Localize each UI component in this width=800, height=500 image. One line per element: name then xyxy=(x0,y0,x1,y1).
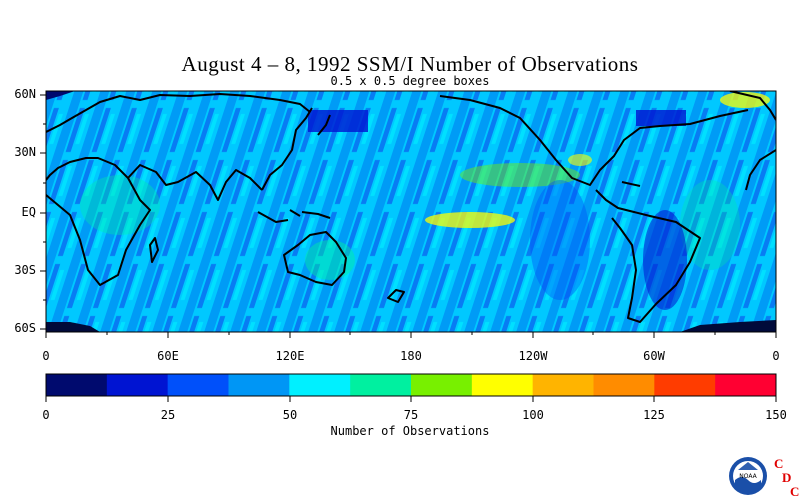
eurasia-north-coast xyxy=(46,93,311,133)
colorbar-tick-label: 25 xyxy=(160,408,176,422)
plot-area xyxy=(46,91,776,332)
coastlines xyxy=(46,91,776,323)
colorbar-segment xyxy=(167,374,229,396)
madagascar-coast xyxy=(149,237,159,263)
colorbar-segment xyxy=(289,374,351,396)
noaa-gull xyxy=(738,462,758,470)
colorbar-tick-label: 0 xyxy=(42,408,50,422)
new-zealand-coast xyxy=(387,289,405,303)
iberia-coast xyxy=(745,149,776,191)
colorbar-segment xyxy=(654,374,716,396)
caribbean-coast xyxy=(621,181,641,187)
low-count-patch xyxy=(308,110,368,132)
svg-text:C: C xyxy=(790,484,799,499)
lat-label-60s: 60S xyxy=(14,321,36,335)
lon-label-0-east: 0 xyxy=(772,349,780,363)
low-count-patch xyxy=(530,180,590,300)
polar-gap xyxy=(46,91,75,100)
indonesia-coast xyxy=(257,209,331,223)
colorbar-segment xyxy=(106,374,169,396)
lat-label-30s: 30S xyxy=(14,263,36,277)
colorbar-segment xyxy=(715,374,777,396)
green-patch xyxy=(305,240,355,280)
colorbar-tick-label: 125 xyxy=(643,408,665,422)
lon-label-120w: 120W xyxy=(518,349,548,363)
green-patch xyxy=(680,180,740,270)
colorbar xyxy=(46,374,777,396)
colorbar-ticks xyxy=(45,396,777,402)
high-count-patch xyxy=(568,154,592,166)
high-count-patch xyxy=(720,92,770,108)
lat-label-eq: EQ xyxy=(21,205,36,219)
lon-label-60w: 60W xyxy=(643,349,665,363)
africa-coast xyxy=(46,157,151,286)
svg-text:C: C xyxy=(774,456,783,471)
japan-coast xyxy=(317,114,331,136)
svg-text:NOAA: NOAA xyxy=(739,473,757,480)
latitude-ticks xyxy=(40,94,46,330)
lon-label-0: 0 xyxy=(42,349,50,363)
colorbar-segment xyxy=(471,374,534,396)
green-patch xyxy=(80,175,160,235)
south-asia-coast xyxy=(127,164,263,201)
colorbar-tick-label: 150 xyxy=(765,408,787,422)
east-asia-coast xyxy=(261,107,313,191)
colorbar-segment xyxy=(593,374,655,396)
lat-label-30n: 30N xyxy=(14,145,36,159)
colorbar-title: Number of Observations xyxy=(330,424,490,438)
south-america-coast xyxy=(595,189,701,323)
noaa-wave xyxy=(735,477,761,492)
svg-text:D: D xyxy=(782,470,791,485)
polar-gap xyxy=(680,320,776,332)
greenland-coast xyxy=(729,91,776,121)
colorbar-segment xyxy=(46,374,108,396)
lon-label-120e: 120E xyxy=(275,349,305,363)
green-patch xyxy=(460,163,580,187)
colorbar-tick-label: 100 xyxy=(522,408,544,422)
colorbar-segment xyxy=(350,374,412,396)
colorbar-tick-label: 50 xyxy=(282,408,298,422)
map-subtitle: 0.5 x 0.5 degree boxes xyxy=(330,74,490,88)
low-count-patch xyxy=(636,110,686,126)
lon-label-60e: 60E xyxy=(157,349,179,363)
colorbar-segment xyxy=(411,374,473,396)
high-count-patch xyxy=(425,212,515,228)
colorbar-segment xyxy=(228,374,290,396)
polar-gap xyxy=(46,322,100,332)
longitude-ticks xyxy=(45,332,777,338)
lat-label-60n: 60N xyxy=(14,87,36,101)
colorbar-segment xyxy=(532,374,594,396)
map-title: August 4 – 8, 1992 SSM/I Number of Obser… xyxy=(181,52,639,76)
australia-coast xyxy=(283,231,347,286)
colorbar-tick-label: 75 xyxy=(403,408,419,422)
lon-label-180: 180 xyxy=(400,349,422,363)
north-america-coast xyxy=(439,95,749,186)
noaa-cdc-logo: NOAA C D C xyxy=(729,456,799,499)
